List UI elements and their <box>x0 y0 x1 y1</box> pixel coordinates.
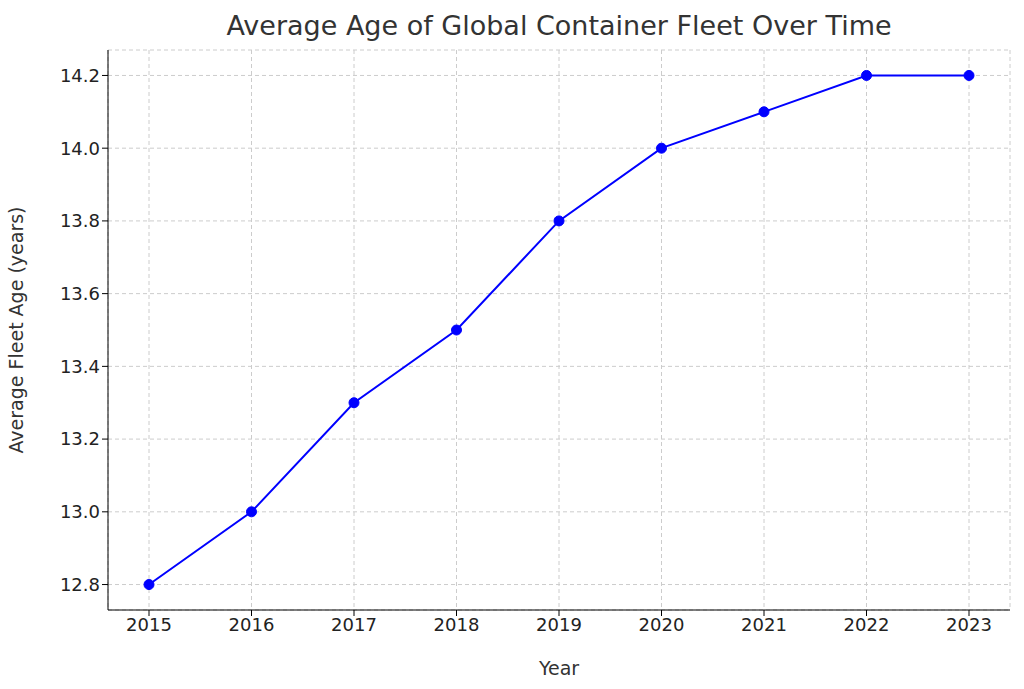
svg-text:13.4: 13.4 <box>60 356 100 377</box>
svg-text:2022: 2022 <box>844 614 890 635</box>
svg-text:14.0: 14.0 <box>60 138 100 159</box>
svg-text:2023: 2023 <box>946 614 992 635</box>
svg-text:13.2: 13.2 <box>60 428 100 449</box>
svg-text:14.2: 14.2 <box>60 65 100 86</box>
svg-text:13.8: 13.8 <box>60 210 100 231</box>
svg-text:2017: 2017 <box>331 614 377 635</box>
svg-text:12.8: 12.8 <box>60 574 100 595</box>
svg-text:13.6: 13.6 <box>60 283 100 304</box>
svg-text:Average Fleet Age (years): Average Fleet Age (years) <box>8 206 27 453</box>
svg-text:2021: 2021 <box>741 614 787 635</box>
svg-text:2016: 2016 <box>229 614 275 635</box>
svg-text:2019: 2019 <box>536 614 582 635</box>
svg-text:Year: Year <box>538 657 579 679</box>
svg-text:13.0: 13.0 <box>60 501 100 522</box>
html-text:Average Age of Global Containe: Average Age of Global Container Fleet Ov… <box>226 10 892 41</box>
svg-text:2018: 2018 <box>434 614 480 635</box>
svg-text:2015: 2015 <box>126 614 172 635</box>
svg-text:2020: 2020 <box>639 614 685 635</box>
